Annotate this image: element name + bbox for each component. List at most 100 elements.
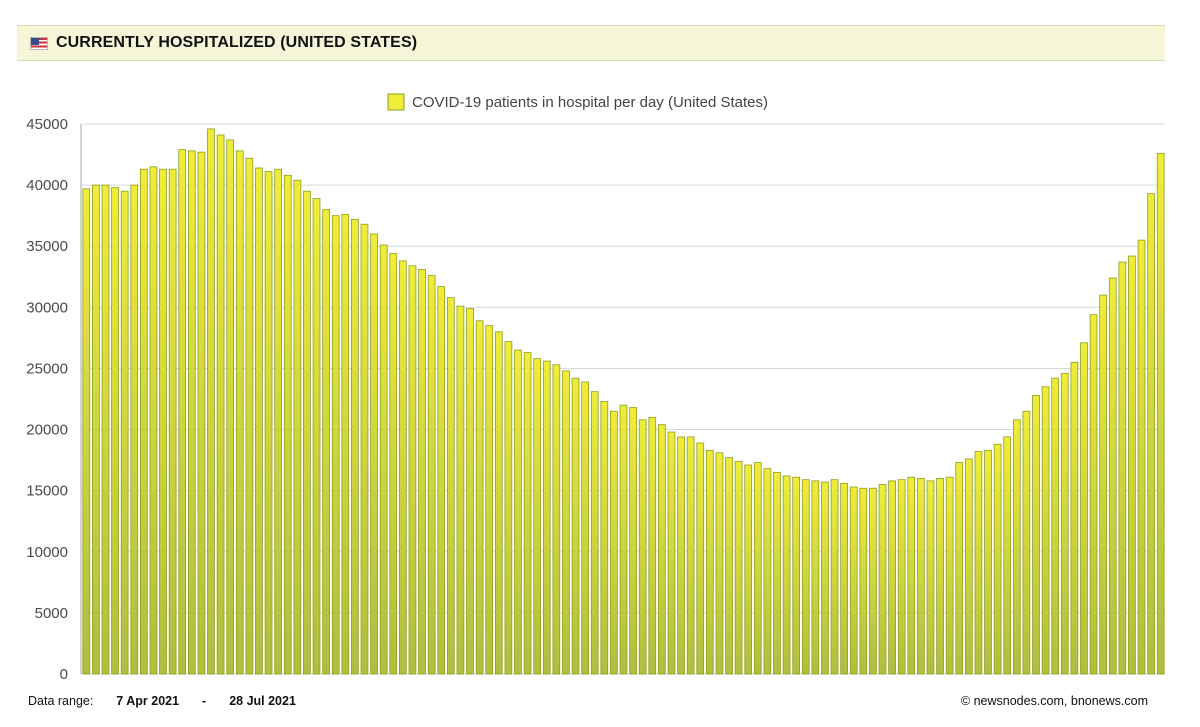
bar-41[interactable] — [475, 320, 484, 675]
bar-92[interactable] — [964, 458, 973, 675]
bar-76[interactable] — [811, 480, 820, 675]
bar-81[interactable] — [859, 487, 868, 675]
bar-88[interactable] — [926, 480, 935, 675]
bar-73[interactable] — [782, 475, 791, 675]
bar-3[interactable] — [111, 187, 119, 675]
bar-40[interactable] — [466, 308, 474, 675]
bar-69[interactable] — [744, 464, 753, 675]
bar-11[interactable] — [187, 150, 196, 675]
bar-99[interactable] — [1032, 394, 1040, 675]
bar-0[interactable] — [82, 188, 91, 675]
bar-30[interactable] — [370, 233, 378, 675]
bar-50[interactable] — [562, 370, 570, 675]
bar-74[interactable] — [792, 476, 801, 675]
bar-18[interactable] — [255, 167, 263, 675]
bar-53[interactable] — [590, 391, 599, 675]
bar-58[interactable] — [638, 419, 647, 675]
bar-77[interactable] — [821, 481, 829, 675]
bar-61[interactable] — [667, 431, 676, 675]
bar-38[interactable] — [446, 297, 455, 675]
bar-98[interactable] — [1022, 410, 1031, 675]
legend-label[interactable]: COVID-19 patients in hospital per day (U… — [412, 94, 768, 111]
bar-68[interactable] — [734, 460, 743, 675]
bar-6[interactable] — [139, 168, 148, 675]
bar-49[interactable] — [552, 364, 561, 675]
bar-32[interactable] — [389, 253, 398, 675]
bar-44[interactable] — [504, 341, 513, 675]
bar-112[interactable] — [1156, 152, 1165, 675]
bar-52[interactable] — [581, 381, 589, 675]
bar-71[interactable] — [763, 468, 772, 675]
bar-7[interactable] — [149, 166, 158, 675]
bar-22[interactable] — [293, 179, 302, 675]
bar-105[interactable] — [1089, 314, 1098, 675]
bar-91[interactable] — [955, 462, 964, 675]
bar-21[interactable] — [283, 174, 292, 675]
bar-64[interactable] — [696, 442, 705, 675]
bar-102[interactable] — [1060, 372, 1069, 675]
bar-104[interactable] — [1080, 342, 1088, 675]
bar-87[interactable] — [917, 478, 925, 675]
bar-19[interactable] — [264, 171, 273, 675]
bar-5[interactable] — [130, 184, 139, 675]
bar-95[interactable] — [993, 443, 1002, 675]
chart-legend[interactable]: COVID-19 patients in hospital per day (U… — [387, 93, 768, 111]
bar-108[interactable] — [1118, 261, 1127, 675]
bar-34[interactable] — [408, 265, 417, 675]
bar-80[interactable] — [849, 486, 858, 675]
bar-83[interactable] — [878, 484, 887, 675]
bar-12[interactable] — [197, 151, 206, 675]
bar-60[interactable] — [658, 424, 666, 675]
bar-54[interactable] — [600, 401, 609, 675]
bar-67[interactable] — [725, 457, 733, 675]
bar-51[interactable] — [571, 377, 580, 675]
bar-85[interactable] — [897, 479, 906, 675]
bar-106[interactable] — [1099, 294, 1107, 675]
bar-70[interactable] — [753, 462, 762, 675]
bar-26[interactable] — [331, 215, 340, 675]
bar-93[interactable] — [974, 451, 983, 675]
bar-97[interactable] — [1012, 419, 1021, 675]
bar-2[interactable] — [101, 184, 110, 675]
bar-15[interactable] — [226, 139, 235, 675]
bar-103[interactable] — [1070, 361, 1079, 675]
bar-75[interactable] — [801, 479, 810, 675]
bar-63[interactable] — [686, 436, 695, 675]
bar-78[interactable] — [830, 479, 839, 675]
bar-24[interactable] — [312, 198, 321, 675]
bar-48[interactable] — [542, 360, 551, 675]
bar-86[interactable] — [907, 476, 916, 675]
bar-47[interactable] — [533, 358, 542, 675]
bar-82[interactable] — [869, 487, 877, 675]
bar-23[interactable] — [303, 190, 311, 675]
bar-107[interactable] — [1108, 277, 1117, 675]
bar-56[interactable] — [619, 404, 628, 675]
bar-57[interactable] — [629, 407, 637, 675]
bar-20[interactable] — [274, 168, 283, 675]
bar-27[interactable] — [341, 214, 350, 675]
bar-101[interactable] — [1051, 377, 1060, 675]
bar-111[interactable] — [1147, 193, 1155, 675]
bar-16[interactable] — [235, 150, 244, 675]
bar-55[interactable] — [610, 410, 618, 675]
bar-110[interactable] — [1137, 239, 1146, 675]
bar-43[interactable] — [494, 331, 503, 675]
bar-79[interactable] — [840, 482, 848, 675]
bar-42[interactable] — [485, 325, 494, 675]
bar-14[interactable] — [216, 134, 225, 675]
bar-66[interactable] — [715, 452, 724, 675]
bar-62[interactable] — [677, 436, 685, 675]
bar-84[interactable] — [888, 480, 896, 675]
bar-10[interactable] — [178, 149, 187, 675]
bar-33[interactable] — [399, 260, 407, 675]
bar-4[interactable] — [120, 190, 129, 675]
bar-109[interactable] — [1128, 255, 1136, 675]
bar-45[interactable] — [514, 349, 522, 675]
bar-72[interactable] — [773, 471, 781, 675]
bar-35[interactable] — [418, 269, 426, 675]
bar-25[interactable] — [322, 209, 330, 675]
bar-46[interactable] — [523, 352, 532, 675]
bar-96[interactable] — [1003, 436, 1012, 675]
bar-9[interactable] — [168, 168, 177, 675]
bar-36[interactable] — [427, 275, 436, 675]
